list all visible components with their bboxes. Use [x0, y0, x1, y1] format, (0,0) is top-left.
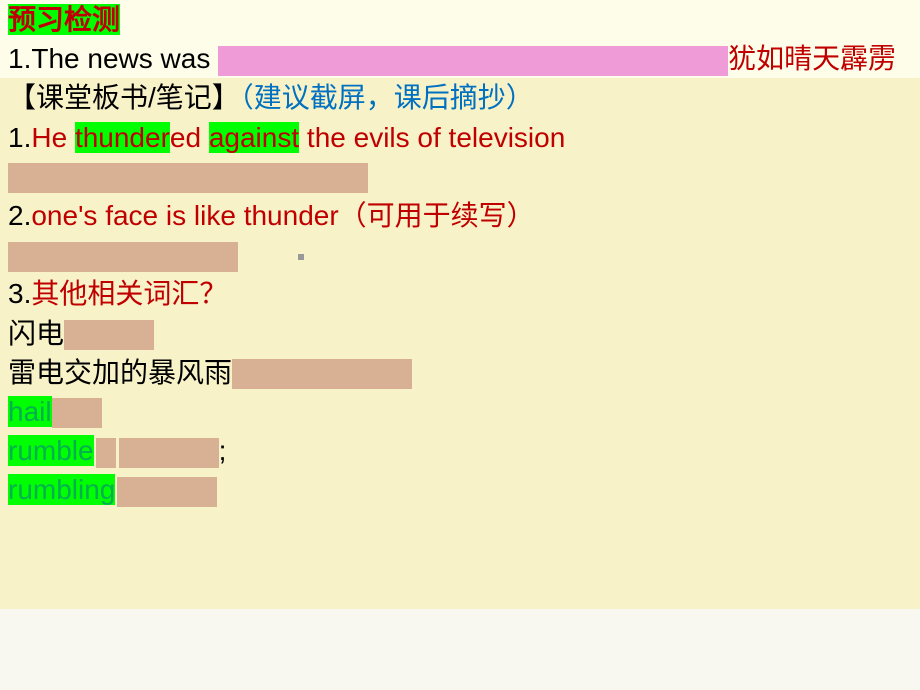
item-7: rumble;	[0, 431, 920, 470]
dot-icon	[298, 254, 304, 260]
item-1-blank	[0, 157, 920, 196]
preview-test-title: 预习检测	[0, 0, 920, 39]
i1-thunder: thunder	[75, 122, 170, 153]
i1-num: 1.	[8, 122, 31, 153]
i1-ed: ed	[170, 122, 209, 153]
i3-text: 其他相关词汇？	[31, 278, 227, 309]
i4-text: 闪电	[8, 318, 64, 349]
i3-num: 3.	[8, 278, 31, 309]
item-3: 3.其他相关词汇？	[0, 274, 920, 313]
item-2: 2.one's face is like thunder（可用于续写）	[0, 196, 920, 235]
title-text: 预习检测	[8, 4, 120, 35]
item-8: rumbling	[0, 470, 920, 509]
i1-against: against	[209, 122, 299, 153]
item-5: 雷电交加的暴风雨	[0, 353, 920, 392]
tan-block-6	[96, 438, 116, 468]
i2-text: one's face is like thunder	[31, 200, 338, 231]
i6-text: hail	[8, 396, 52, 427]
i5-text: 雷电交加的暴风雨	[8, 357, 232, 388]
item-2-blank	[0, 235, 920, 274]
i1-he: He	[31, 122, 75, 153]
tan-block-5	[52, 398, 102, 428]
item-1: 1.He thundered against the evils of tele…	[0, 118, 920, 157]
question-1: 1.The news was 犹如晴天霹雳	[0, 39, 920, 78]
item-6: hail	[0, 392, 920, 431]
i7-semi: ;	[219, 435, 227, 466]
tan-block-7	[119, 438, 219, 468]
tan-block-1	[8, 163, 368, 193]
section-title: 【课堂板书/笔记】（建议截屏，课后摘抄）	[0, 78, 920, 117]
q1-suffix: 犹如晴天霹雳	[728, 43, 896, 74]
tan-block-8	[117, 477, 217, 507]
tan-block-3	[64, 320, 154, 350]
q1-blank	[218, 46, 728, 76]
i1-rest: the evils of television	[299, 122, 565, 153]
tan-block-4	[232, 359, 412, 389]
tan-block-2	[8, 242, 238, 272]
i7-text: rumble	[8, 435, 94, 466]
i2-note: （可用于续写）	[339, 200, 535, 231]
section-bracket: 【课堂板书/笔记】	[8, 82, 240, 113]
section-hint: （建议截屏，课后摘抄）	[240, 82, 534, 113]
i8-text: rumbling	[8, 474, 115, 505]
i2-num: 2.	[8, 200, 31, 231]
item-4: 闪电	[0, 314, 920, 353]
q1-prefix: 1.The news was	[8, 43, 218, 74]
